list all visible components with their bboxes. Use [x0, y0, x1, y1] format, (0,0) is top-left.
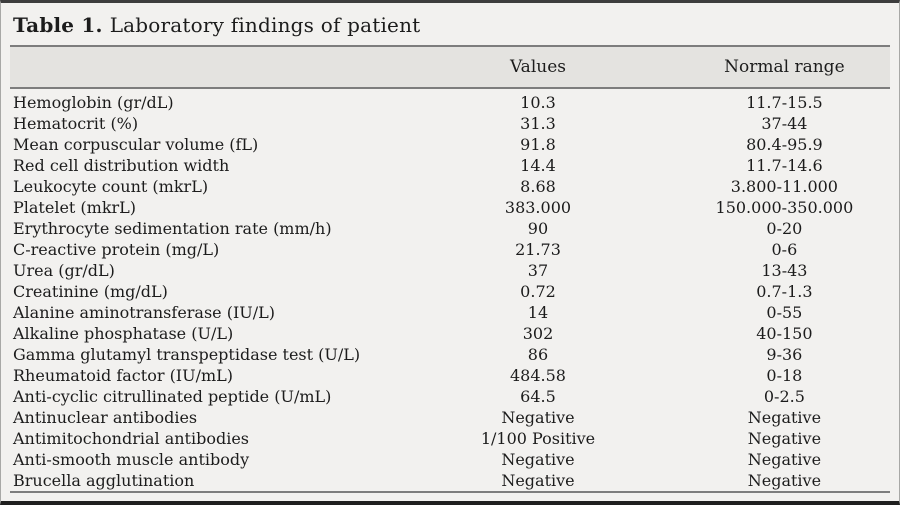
table-row: Alanine aminotransferase (IU/L) 14 0-55 [10, 302, 890, 323]
row-value: Negative [501, 471, 575, 490]
table-row: Erythrocyte sedimentation rate (mm/h) 90 0… [10, 218, 890, 239]
row-parameter: C-reactive protein (mg/L) [13, 240, 220, 259]
table-title: Table 1. Laboratory findings of patient [13, 12, 887, 38]
row-normal-range: 37-44 [761, 114, 808, 133]
row-parameter: Erythrocyte sedimentation rate (mm/h) [13, 219, 332, 238]
table-row: Antimitochondrial antibodies 1/100 Positi… [10, 428, 890, 449]
row-normal-range: 3.800-11.000 [730, 177, 838, 196]
row-value: 1/100 Positive [480, 429, 596, 448]
row-parameter: Antinuclear antibodies [13, 408, 198, 427]
lab-table: Values Normal range Hemoglobin (gr/dL) 10… [10, 45, 890, 493]
table-row: Platelet (mkrL) 383.000 150.000-350.000 [10, 197, 890, 218]
row-value: 10.3 [520, 93, 556, 112]
row-parameter: Mean corpuscular volume (fL) [13, 135, 259, 154]
row-value: 14.4 [520, 156, 556, 175]
table-number-label: Table 1. [13, 13, 103, 37]
table-row: C-reactive protein (mg/L) 21.73 0-6 [10, 239, 890, 260]
row-normal-range: 0-2.5 [763, 387, 805, 406]
row-normal-range: Negative [747, 471, 822, 490]
row-parameter: Gamma glutamyl transpeptidase test (U/L) [13, 345, 361, 364]
header-row: Values Normal range [10, 45, 890, 89]
row-normal-range: 0.7-1.3 [756, 282, 813, 301]
table-row: Brucella agglutination Negative Negative [10, 470, 890, 492]
table-row: Hematocrit (%) 31.3 37-44 [10, 113, 890, 134]
table-row: Mean corpuscular volume (fL) 91.8 80.4-95.… [10, 134, 890, 155]
row-value: 302 [522, 324, 554, 343]
row-normal-range: 9-36 [766, 345, 803, 364]
row-normal-range: 0-6 [771, 240, 798, 259]
table-row: Leukocyte count (mkrL) 8.68 3.800-11.000 [10, 176, 890, 197]
row-normal-range: 80.4-95.9 [746, 135, 823, 154]
row-value: 37 [527, 261, 549, 280]
row-normal-range: Negative [747, 429, 822, 448]
table-row: Urea (gr/dL) 37 13-43 [10, 260, 890, 281]
row-parameter: Alkaline phosphatase (U/L) [13, 324, 234, 343]
row-normal-range: 0-55 [766, 303, 803, 322]
table-caption: Laboratory findings of patient [109, 13, 421, 37]
row-value: 0.72 [520, 282, 556, 301]
row-value: 31.3 [520, 114, 556, 133]
row-normal-range: 150.000-350.000 [715, 198, 854, 217]
header-values: Values [397, 45, 679, 89]
table-row: Antinuclear antibodies Negative Negative [10, 407, 890, 428]
row-value: 90 [527, 219, 549, 238]
table-row: Anti-cyclic citrullinated peptide (U/mL)… [10, 386, 890, 407]
row-normal-range: 13-43 [761, 261, 808, 280]
row-normal-range: Negative [747, 450, 822, 469]
row-normal-range: 11.7-14.6 [746, 156, 823, 175]
row-value: 484.58 [509, 366, 566, 385]
row-parameter: Urea (gr/dL) [13, 261, 115, 280]
header-parameter [10, 45, 398, 89]
row-value: 91.8 [520, 135, 556, 154]
row-value: 21.73 [515, 240, 561, 259]
row-parameter: Platelet (mkrL) [13, 198, 137, 217]
row-parameter: Creatinine (mg/dL) [13, 282, 168, 301]
row-value: Negative [501, 408, 575, 427]
row-parameter: Rheumatoid factor (IU/mL) [13, 366, 234, 385]
row-value: 8.68 [520, 177, 556, 196]
row-normal-range: Negative [747, 408, 822, 427]
row-value: 64.5 [520, 387, 556, 406]
header-normal-range: Normal range [678, 45, 890, 89]
row-value: 14 [527, 303, 549, 322]
row-normal-range: 0-18 [766, 366, 803, 385]
row-value: Negative [501, 450, 575, 469]
table-row: Red cell distribution width 14.4 11.7-14.6 [10, 155, 890, 176]
table-row: Alkaline phosphatase (U/L) 302 40-150 [10, 323, 890, 344]
row-parameter: Anti-smooth muscle antibody [13, 450, 250, 469]
row-value: 383.000 [504, 198, 572, 217]
row-parameter: Alanine aminotransferase (IU/L) [13, 303, 276, 322]
row-value: 86 [527, 345, 549, 364]
row-normal-range: 40-150 [756, 324, 813, 343]
row-parameter: Antimitochondrial antibodies [13, 429, 250, 448]
row-parameter: Anti-cyclic citrullinated peptide (U/mL) [13, 387, 332, 406]
row-normal-range: 0-20 [766, 219, 803, 238]
table-row: Creatinine (mg/dL) 0.72 0.7-1.3 [10, 281, 890, 302]
row-parameter: Hematocrit (%) [13, 114, 139, 133]
table-row: Rheumatoid factor (IU/mL) 484.58 0-18 [10, 365, 890, 386]
row-normal-range: 11.7-15.5 [746, 93, 823, 112]
row-parameter: Brucella agglutination [13, 471, 195, 490]
table-row: Hemoglobin (gr/dL) 10.3 11.7-15.5 [10, 88, 890, 113]
table-row: Gamma glutamyl transpeptidase test (U/L)… [10, 344, 890, 365]
lab-table-body: Hemoglobin (gr/dL) 10.3 11.7-15.5 Hematocri… [10, 88, 890, 492]
row-parameter: Hemoglobin (gr/dL) [13, 93, 174, 112]
row-parameter: Red cell distribution width [13, 156, 230, 175]
table-row: Anti-smooth muscle antibody Negative Negat… [10, 449, 890, 470]
row-parameter: Leukocyte count (mkrL) [13, 177, 209, 196]
